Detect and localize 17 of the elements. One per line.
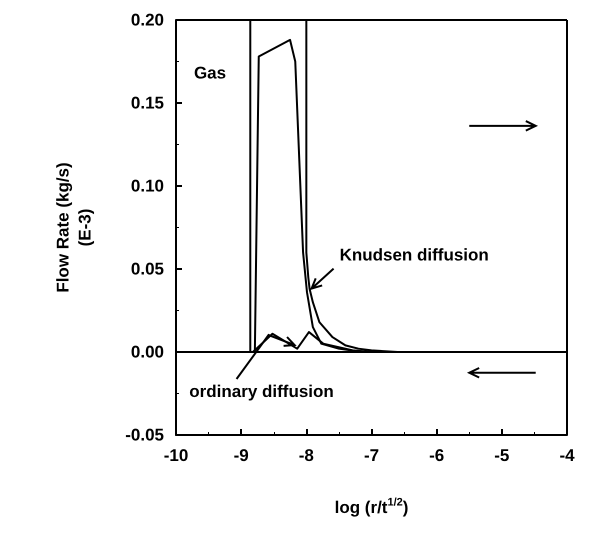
x-tick-label: -9 [234, 446, 249, 465]
x-tick-label: -5 [494, 446, 510, 465]
y-axis-title: Flow Rate (kg/s) (E-3) [54, 162, 94, 293]
annotation: Knudsen diffusion [340, 246, 489, 265]
x-tick-label: -10 [164, 446, 188, 465]
y-tick-label: 0.05 [130, 260, 164, 278]
x-tick-label: -7 [364, 446, 380, 465]
y-tick-label: 0.20 [130, 10, 164, 30]
x-tick-label: -6 [429, 446, 444, 465]
x-tick-label: -8 [298, 446, 314, 465]
annotation: ordinary diffusion [189, 382, 334, 402]
y-tick-label: 0.15 [130, 94, 164, 112]
y-tick-label: 0.10 [130, 176, 164, 196]
y-tick-label: 0.00 [130, 342, 164, 362]
annotation: Gas [194, 63, 226, 82]
y-tick-label: -0.05 [125, 426, 164, 444]
x-tick-label: -4 [559, 446, 576, 465]
